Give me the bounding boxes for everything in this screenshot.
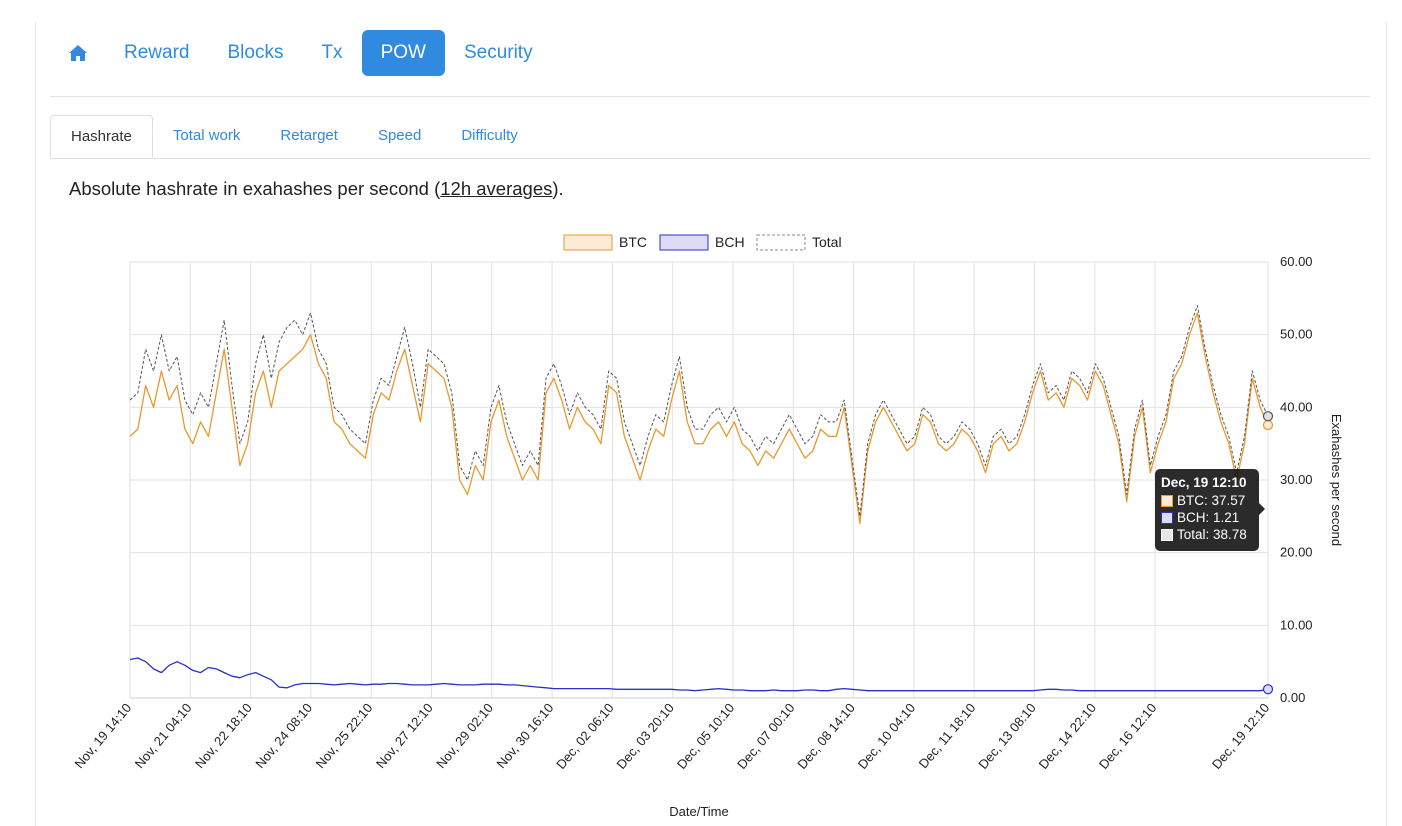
- x-tick-label: Nov, 21 04:10: [132, 700, 195, 771]
- tooltip-row-btc: BTC: 37.57: [1161, 492, 1259, 509]
- x-tick-label: Dec, 11 18:10: [916, 700, 979, 771]
- tooltip-row-bch: BCH: 1.21: [1161, 509, 1259, 526]
- x-tick-label: Nov, 27 12:10: [373, 700, 436, 771]
- y-axis-title: Exahashes per second: [1329, 414, 1344, 546]
- legend-label-bch: BCH: [715, 234, 745, 250]
- chart-tooltip: Dec, 19 12:10 BTC: 37.57 BCH: 1.21 Total…: [1155, 469, 1265, 551]
- y-tick-label: 20.00: [1280, 545, 1313, 560]
- nav-security[interactable]: Security: [463, 42, 533, 63]
- x-axis-title: Date/Time: [669, 804, 728, 819]
- chart-description: Absolute hashrate in exahashes per secon…: [69, 178, 564, 200]
- nav-divider: [50, 96, 1370, 97]
- series-line-total: [129, 305, 1269, 517]
- x-tick-label: Dec, 16 12:10: [1096, 700, 1160, 772]
- x-tick-label: Nov, 24 08:10: [252, 700, 315, 771]
- x-tick-label: Nov, 19 14:10: [71, 700, 134, 771]
- x-tick-label: Dec, 19 12:10: [1209, 700, 1273, 772]
- series-line-bch: [129, 657, 1269, 692]
- averages-link[interactable]: 12h averages: [440, 178, 553, 199]
- x-tick-label: Dec, 14 22:10: [1036, 700, 1100, 772]
- series-line-btc: [129, 312, 1269, 525]
- description-end: ).: [552, 178, 564, 199]
- tooltip-row-total: Total: 38.78: [1161, 526, 1259, 543]
- x-tick-label: Dec, 03 20:10: [613, 700, 677, 772]
- tab-hashrate[interactable]: Hashrate: [50, 115, 153, 158]
- nav-tx[interactable]: Tx: [321, 42, 343, 63]
- tab-total-work[interactable]: Total work: [172, 127, 241, 144]
- y-tick-label: 30.00: [1280, 472, 1313, 487]
- legend-label-total: Total: [812, 234, 842, 250]
- y-tick-label: 40.00: [1280, 399, 1313, 414]
- tooltip-arrow: [1259, 503, 1265, 515]
- tooltip-swatch-btc: [1161, 494, 1173, 507]
- legend-label-btc: BTC: [619, 234, 647, 250]
- x-tick-label: Nov, 22 18:10: [192, 700, 255, 771]
- tooltip-total-value: Total: 38.78: [1177, 527, 1247, 542]
- tooltip-swatch-total: [1161, 528, 1173, 541]
- x-tick-label: Nov, 25 22:10: [313, 700, 376, 771]
- y-tick-label: 60.00: [1280, 254, 1313, 269]
- nav-blocks[interactable]: Blocks: [227, 42, 284, 63]
- content-frame: [35, 22, 1387, 826]
- description-text: Absolute hashrate in exahashes per secon…: [69, 178, 441, 199]
- series-point-bch: [1262, 684, 1274, 695]
- tooltip-btc-value: BTC: 37.57: [1177, 493, 1246, 508]
- tooltip-swatch-bch: [1161, 511, 1173, 524]
- tab-difficulty[interactable]: Difficulty: [461, 127, 518, 144]
- tooltip-bch-value: BCH: 1.21: [1177, 510, 1240, 525]
- x-tick-label: Nov, 30 16:10: [493, 700, 556, 771]
- x-tick-label: Dec, 07 00:10: [734, 700, 798, 772]
- x-tick-label: Dec, 10 04:10: [855, 700, 919, 772]
- x-tick-label: Nov, 29 02:10: [433, 700, 496, 771]
- nav-pow[interactable]: POW: [361, 30, 445, 76]
- legend-swatch-total: [756, 234, 806, 251]
- x-tick-label: Dec, 05 10:10: [674, 700, 738, 772]
- legend-swatch-btc: [563, 234, 613, 251]
- legend-swatch-bch: [659, 234, 709, 251]
- tab-speed[interactable]: Speed: [377, 127, 422, 144]
- y-tick-label: 50.00: [1280, 327, 1313, 342]
- nav-reward[interactable]: Reward: [124, 42, 190, 63]
- tab-retarget[interactable]: Retarget: [280, 127, 338, 144]
- x-tick-label: Dec, 13 08:10: [975, 700, 1039, 772]
- main-nav: Reward Blocks Tx POW Security: [50, 30, 552, 76]
- series-point-total: [1262, 411, 1274, 422]
- tooltip-title: Dec, 19 12:10: [1161, 475, 1247, 490]
- x-tick-label: Dec, 02 06:10: [553, 700, 617, 772]
- y-tick-label: 0.00: [1280, 690, 1305, 705]
- home-icon: [69, 45, 87, 61]
- y-tick-label: 10.00: [1280, 617, 1313, 632]
- series-point-btc: [1262, 419, 1274, 431]
- pow-subtabs: Hashrate Total work Retarget Speed Diffi…: [50, 115, 1370, 159]
- x-tick-label: Dec, 08 14:10: [794, 700, 858, 772]
- nav-home[interactable]: [50, 30, 105, 76]
